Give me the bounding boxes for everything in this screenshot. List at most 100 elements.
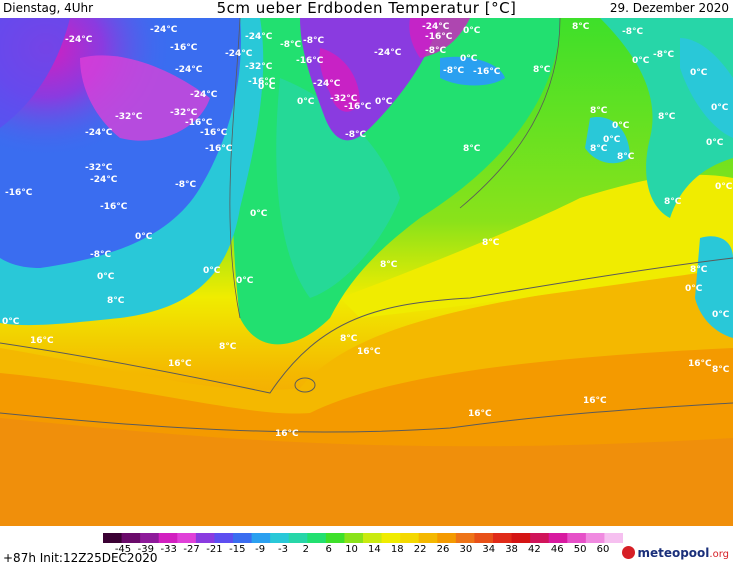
scale-tick-label: 2 <box>302 544 310 555</box>
scale-color-swatch <box>455 533 475 543</box>
temperature-label: 0°C <box>297 97 315 107</box>
color-scale-bar <box>103 533 623 543</box>
scale-tick-label: 26 <box>436 544 450 555</box>
temperature-label: -24°C <box>175 65 203 75</box>
temperature-label: -16°C <box>296 56 324 66</box>
scale-color-swatch <box>307 533 327 543</box>
temperature-label: 0°C <box>715 182 733 192</box>
scale-color-swatch <box>288 533 308 543</box>
temperature-label: 8°C <box>107 296 125 306</box>
temperature-label: -24°C <box>90 175 118 185</box>
scale-color-swatch <box>511 533 531 543</box>
temperature-label: 0°C <box>250 209 268 219</box>
map-footer: -45 -39 -33 -27 -21 -15 -9 -3 2 6 10 14 18 22 26 30 34 38… <box>0 526 733 566</box>
temperature-label: 0°C <box>463 26 481 36</box>
scale-color-swatch <box>344 533 364 543</box>
temperature-label: -24°C <box>225 49 253 59</box>
temperature-label: 8°C <box>380 260 398 270</box>
temperature-label: 16°C <box>583 396 607 406</box>
scale-color-swatch <box>548 533 568 543</box>
scale-color-swatch <box>103 533 123 543</box>
temperature-label: 8°C <box>482 238 500 248</box>
temperature-label: -32°C <box>245 62 273 72</box>
temperature-label: -16°C <box>473 67 501 77</box>
scale-color-swatch <box>493 533 513 543</box>
temperature-label: 0°C <box>706 138 724 148</box>
temperature-label: -32°C <box>170 108 198 118</box>
temperature-label: -8°C <box>175 180 196 190</box>
temperature-label: 8°C <box>658 112 676 122</box>
temperature-label: -24°C <box>150 25 178 35</box>
scale-tick-label: -15 <box>229 544 246 555</box>
temperature-label: -24°C <box>190 90 218 100</box>
temperature-label: 8°C <box>617 152 635 162</box>
temperature-label: 0°C <box>690 68 708 78</box>
map-header: Dienstag, 4Uhr 5cm ueber Erdboden Temper… <box>0 0 733 18</box>
scale-tick-label: 22 <box>413 544 427 555</box>
temperature-label: 8°C <box>533 65 551 75</box>
temperature-label: -8°C <box>622 27 643 37</box>
temperature-label: 16°C <box>468 409 492 419</box>
temperature-label: -16°C <box>248 77 276 87</box>
scale-tick-label: -39 <box>137 544 155 555</box>
temperature-label: -16°C <box>5 188 33 198</box>
temperature-label: 8°C <box>590 144 608 154</box>
temperature-label: -24°C <box>422 22 450 32</box>
temperature-label: 0°C <box>685 284 703 294</box>
scale-color-swatch <box>381 533 401 543</box>
temperature-label: 0°C <box>2 317 20 327</box>
temperature-label: -16°C <box>185 118 213 128</box>
meteopool-logo[interactable]: meteopool.org <box>622 546 729 560</box>
logo-text: meteopool <box>637 546 710 560</box>
forecast-day-label: Dienstag, 4Uhr <box>3 1 94 15</box>
temperature-label: 16°C <box>357 347 381 357</box>
temperature-label: -16°C <box>425 32 453 42</box>
scale-color-swatch <box>474 533 494 543</box>
scale-tick-label: -21 <box>206 544 223 555</box>
temperature-label: -16°C <box>205 144 233 154</box>
scale-color-swatch <box>437 533 457 543</box>
scale-color-swatch <box>251 533 271 543</box>
temperature-label: 16°C <box>275 429 299 439</box>
forecast-date-label: 29. Dezember 2020 <box>609 1 729 15</box>
map-title: 5cm ueber Erdboden Temperatur [°C] <box>216 0 517 17</box>
scale-color-swatch <box>270 533 290 543</box>
temperature-label: -8°C <box>425 46 446 56</box>
scale-color-swatch <box>418 533 438 543</box>
scale-tick-label: -33 <box>160 544 177 555</box>
scale-tick-label: -45 <box>114 544 132 555</box>
scale-color-swatch <box>214 533 234 543</box>
scale-tick-label: 38 <box>505 544 518 555</box>
temperature-label: -8°C <box>443 66 464 76</box>
scale-tick-label: 14 <box>368 544 381 555</box>
temperature-label: -8°C <box>303 36 324 46</box>
temperature-label: 16°C <box>168 359 192 369</box>
temperature-label: 8°C <box>340 334 358 344</box>
scale-color-swatch <box>604 533 623 543</box>
temperature-map: -24°C-24°C-16°C-24°C-24°C-24°C -32°C-16°C… <box>0 18 733 526</box>
scale-color-swatch <box>158 533 178 543</box>
temperature-label: 0°C <box>711 103 729 113</box>
scale-tick-label: 34 <box>482 544 496 555</box>
scale-color-swatch <box>177 533 197 543</box>
scale-tick-label: 46 <box>550 544 564 555</box>
temperature-label: -24°C <box>245 32 273 42</box>
temperature-label: -16°C <box>170 43 198 53</box>
temperature-label: -24°C <box>85 128 113 138</box>
temperature-label: -8°C <box>280 40 301 50</box>
temperature-label: 0°C <box>97 272 115 282</box>
scale-tick-label: 6 <box>325 544 332 555</box>
scale-color-swatch <box>363 533 383 543</box>
temperature-label: 0°C <box>712 310 730 320</box>
scale-tick-label: 10 <box>345 544 358 555</box>
scale-tick-label: 30 <box>459 544 473 555</box>
temperature-label: 16°C <box>688 359 712 369</box>
temperature-label: -16°C <box>344 102 372 112</box>
scale-color-swatch <box>400 533 420 543</box>
temperature-label: -16°C <box>200 128 228 138</box>
scale-tick-label: -27 <box>183 544 200 555</box>
scale-color-swatch <box>233 533 253 543</box>
temperature-label: 8°C <box>463 144 481 154</box>
temperature-label: 0°C <box>632 56 650 66</box>
temperature-label: 0°C <box>603 135 621 145</box>
